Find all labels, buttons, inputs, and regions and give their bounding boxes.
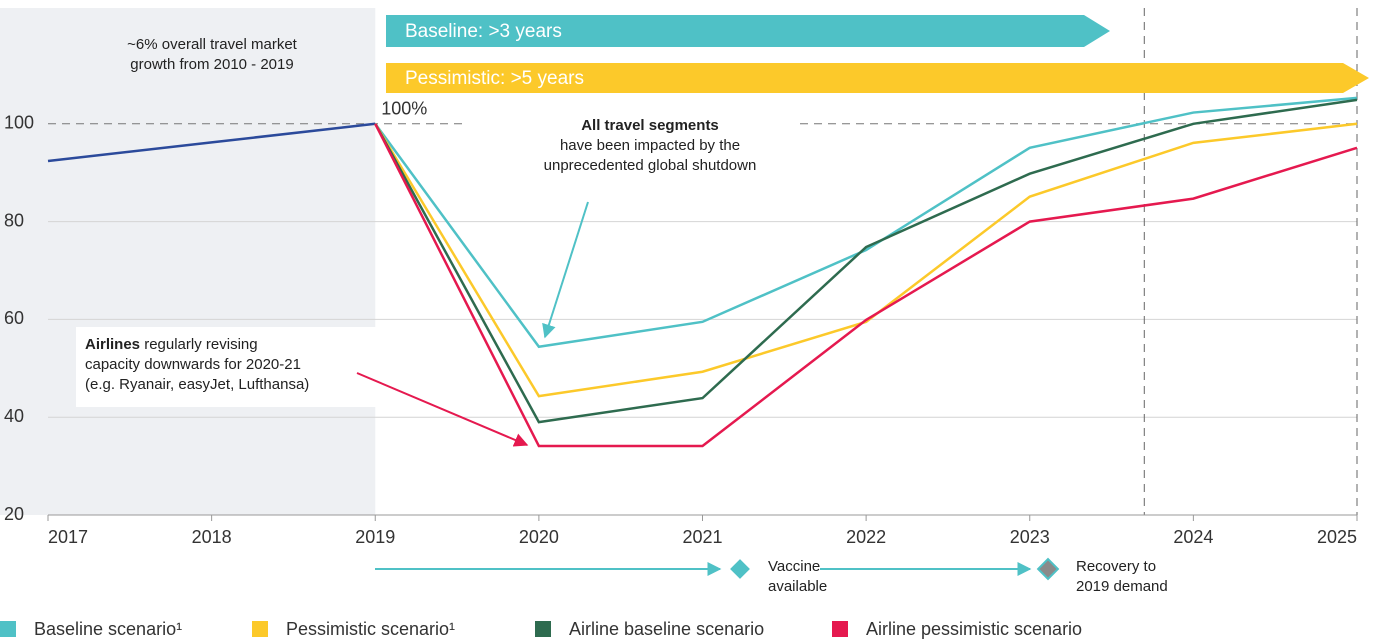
x-tick-label: 2024	[1173, 527, 1213, 547]
annotation-box	[76, 327, 378, 407]
annotation: All travel segments have been impacted by…	[544, 117, 757, 174]
y-tick-label: 100	[4, 113, 34, 133]
x-tick-label: 2019	[355, 527, 395, 547]
legend-label: Pessimistic scenario¹	[286, 619, 455, 639]
milestone-label: Recovery to	[1076, 558, 1156, 575]
x-tick-label: 2021	[682, 527, 722, 547]
annotation-box	[465, 110, 795, 180]
y-tick-label: 80	[4, 210, 24, 230]
series-line	[47, 122, 376, 163]
x-tick-label: 2025	[1317, 527, 1357, 547]
recovery-arrow-label: Pessimistic: >5 years	[405, 68, 584, 89]
milestone-diamond	[730, 559, 750, 579]
annotation-line: ~6% overall travel market	[127, 36, 297, 53]
annotation-line: have been impacted by the	[560, 137, 740, 154]
milestone-diamond	[1036, 557, 1060, 581]
series-line	[374, 122, 1358, 398]
legend-label: Baseline scenario¹	[34, 619, 182, 639]
annotation-line: unprecedented global shutdown	[544, 157, 757, 174]
annotation: Airlines regularly revising capacity down…	[85, 336, 309, 393]
annotation-line: growth from 2010 - 2019	[130, 56, 293, 73]
annotation-arrow	[356, 372, 529, 447]
x-tick-label: 2018	[192, 527, 232, 547]
series-line	[374, 98, 1358, 424]
annotation-bold: All travel segments	[581, 117, 719, 134]
y-tick-label: 20	[4, 504, 24, 524]
recovery-arrow	[386, 15, 1110, 47]
annotation: ~6% overall travel market growth from 201…	[127, 36, 297, 73]
x-tick-label: 2017	[48, 527, 88, 547]
milestone-label: available	[768, 578, 827, 595]
y-tick-label: 40	[4, 406, 24, 426]
legend-label: Airline pessimistic scenario	[866, 619, 1082, 639]
history-shade	[0, 8, 376, 515]
milestone-label: Vaccine	[768, 558, 820, 575]
annotation-line: (e.g. Ryanair, easyJet, Lufthansa)	[85, 376, 309, 393]
milestone-label: 2019 demand	[1076, 578, 1168, 595]
y-tick-label: 60	[4, 308, 24, 328]
legend-swatch	[0, 621, 16, 637]
recovery-arrow	[386, 63, 1369, 93]
series-line	[374, 96, 1358, 349]
legend-swatch	[252, 621, 268, 637]
series-line	[374, 123, 1358, 448]
x-tick-label: 2022	[846, 527, 886, 547]
legend-swatch	[832, 621, 848, 637]
x-tick-label: 2023	[1010, 527, 1050, 547]
reference-label: 100%	[381, 99, 427, 119]
x-tick-label: 2020	[519, 527, 559, 547]
annotation-bold: Airlines	[85, 336, 140, 353]
legend-swatch	[535, 621, 551, 637]
annotation-line: capacity downwards for 2020-21	[85, 356, 301, 373]
annotation-line: regularly revising	[144, 336, 257, 353]
legend-label: Airline baseline scenario	[569, 619, 764, 639]
recovery-arrow-label: Baseline: >3 years	[405, 21, 562, 42]
annotation-arrow	[542, 201, 589, 339]
